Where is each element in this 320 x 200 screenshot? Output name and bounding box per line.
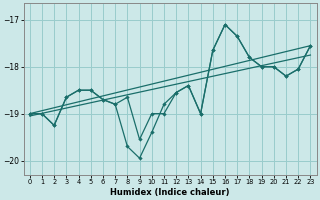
X-axis label: Humidex (Indice chaleur): Humidex (Indice chaleur) [110,188,230,197]
